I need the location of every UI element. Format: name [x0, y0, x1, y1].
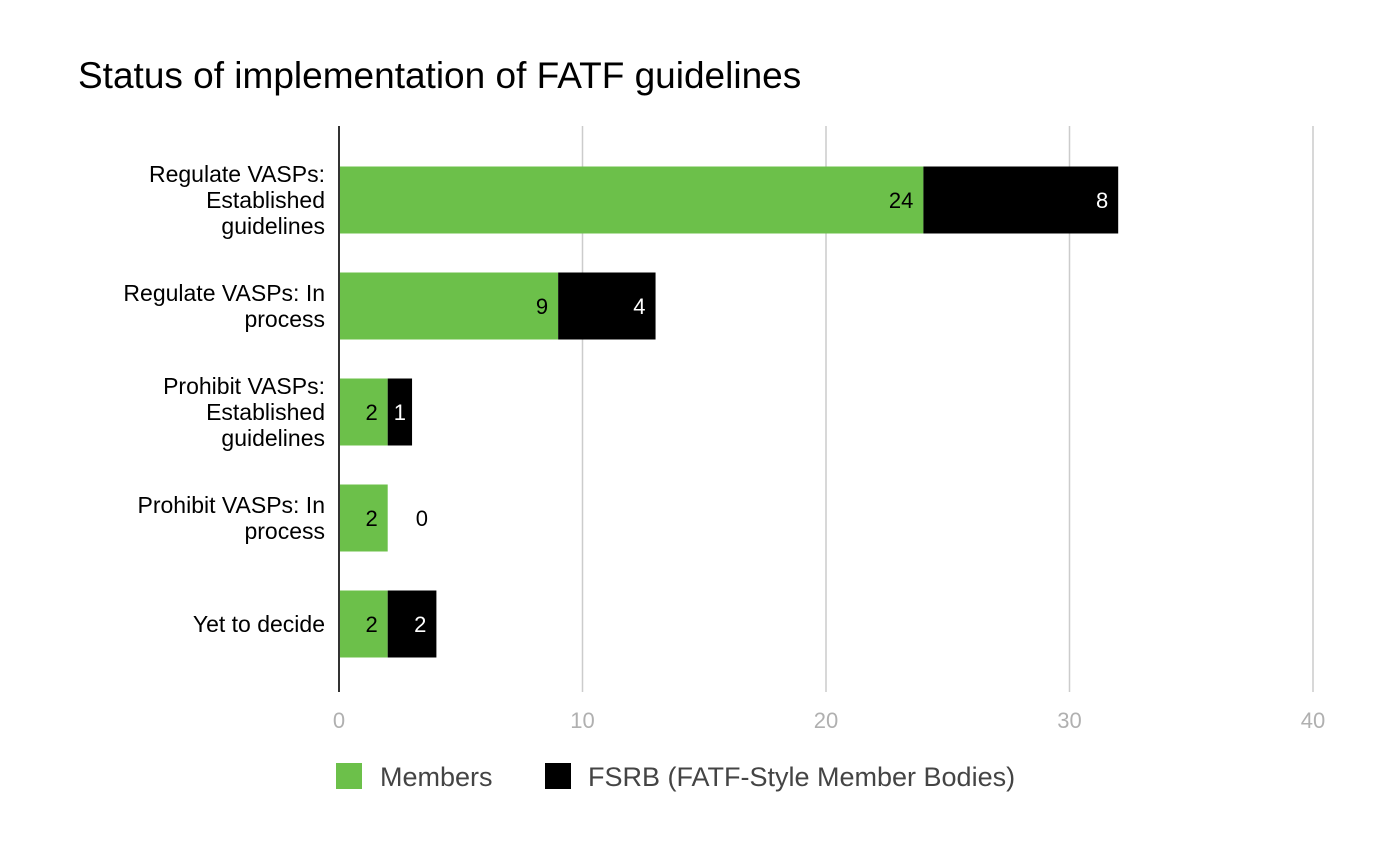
x-tick-label: 0 — [333, 708, 345, 733]
x-tick-label: 20 — [814, 708, 838, 733]
category-labels: Regulate VASPs: Established guidelines Regu… — [123, 161, 325, 637]
category-label: Yet to decide — [193, 611, 325, 637]
bar-segment — [923, 166, 1119, 234]
x-tick-label: 10 — [570, 708, 594, 733]
data-label: 2 — [365, 400, 377, 425]
bar-segment — [339, 378, 388, 446]
data-label: 1 — [394, 400, 406, 425]
category-label: Regulate VASPs: In process — [123, 280, 325, 332]
legend-swatch — [336, 763, 362, 789]
legend-label: FSRB (FATF-Style Member Bodies) — [588, 762, 1015, 792]
data-label: 4 — [633, 294, 645, 319]
legend-swatch — [545, 763, 571, 789]
axes: 0 10 20 30 40 — [333, 126, 1325, 733]
data-label: 24 — [889, 188, 913, 213]
category-label: Regulate VASPs: Established guidelines — [149, 161, 325, 239]
data-label: 2 — [414, 612, 426, 637]
bar-segment — [339, 590, 388, 658]
bars: 24 89 42 12 02 2 — [339, 166, 1119, 658]
legend-label: Members — [380, 762, 493, 792]
bar-segment — [339, 166, 924, 234]
bar-segment — [387, 590, 437, 658]
bar-segment — [558, 272, 656, 340]
x-tick-label: 30 — [1057, 708, 1081, 733]
bar-segment — [339, 272, 559, 340]
data-label: 2 — [365, 506, 377, 531]
data-label: 8 — [1096, 188, 1108, 213]
x-tick-label: 40 — [1301, 708, 1325, 733]
bar-segment — [387, 378, 413, 446]
category-label: Prohibit VASPs: Established guidelines — [163, 373, 325, 451]
category-label: Prohibit VASPs: In process — [138, 492, 326, 544]
data-label: 2 — [365, 612, 377, 637]
data-label: 9 — [536, 294, 548, 319]
chart-title: Status of implementation of FATF guideli… — [78, 55, 802, 96]
legend: Members FSRB (FATF-Style Member Bodies) — [336, 762, 1015, 792]
bar-segment — [339, 484, 388, 552]
data-label: 0 — [416, 506, 428, 531]
